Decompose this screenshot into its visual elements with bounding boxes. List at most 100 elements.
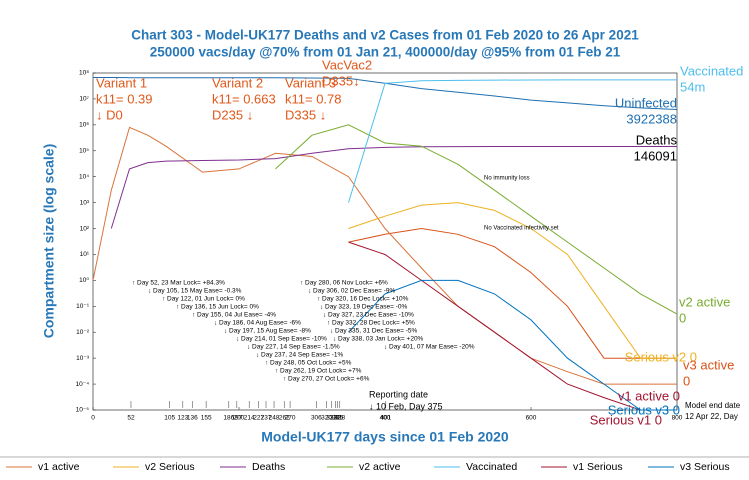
intervention-note: ↓ Day 105, 15 May Ease= -0.3% <box>148 288 242 295</box>
event-day-label: 237 <box>261 415 272 422</box>
variant-label: Variant 2 <box>212 75 263 90</box>
series-end-label: Vaccinated <box>680 63 743 78</box>
unlisted-line <box>93 77 678 110</box>
intervention-note: ↓ Day 327, 23 Dec Ease= -10% <box>323 312 414 319</box>
event-day-label: 227 <box>253 415 264 422</box>
x-tick-label: 0 <box>91 415 95 422</box>
intervention-note: ↑ Day 155, 04 Jul Ease= -4% <box>192 312 276 319</box>
variant-label: Variant 3 <box>285 75 336 90</box>
event-day-label: 248 <box>269 415 280 422</box>
event-day-label: 327 <box>326 415 337 422</box>
y-tick-label: 10⁻¹ <box>76 303 90 310</box>
intervention-note: ↑ Day 136, 15 Jun Lock= 0% <box>176 304 259 311</box>
event-day-label: 52 <box>127 415 135 422</box>
y-tick-label: 10⁷ <box>79 96 89 103</box>
event-day-label: 335 <box>332 415 343 422</box>
y-tick-label: 10⁻⁴ <box>76 381 90 388</box>
series-end-label: Deaths <box>636 132 678 147</box>
intervention-note: ↓ Day 186, 04 Aug Ease= -6% <box>214 320 301 327</box>
series-end-label: Uninfected <box>615 95 677 110</box>
series-end-label: Serious v1 0 <box>590 412 662 427</box>
series-end-label: v2 active <box>679 294 730 309</box>
reporting-date: Reporting date <box>369 389 428 399</box>
y-tick-label: 10⁻² <box>76 329 90 336</box>
variant-label: D335↓ <box>322 73 360 88</box>
event-day-label: 214 <box>244 415 255 422</box>
intervention-note: ↑ Day 122, 01 Jun Lock= 0% <box>162 296 245 303</box>
series-line <box>348 202 677 359</box>
y-tick-label: 10² <box>80 225 90 232</box>
legend-label: Vaccinated <box>466 461 517 473</box>
intervention-note: ↓ Day 237, 24 Sep Ease= -1% <box>256 352 343 359</box>
event-day-label: 155 <box>201 415 212 422</box>
intervention-note: ↓ Day 335, 31 Dec Ease= -5% <box>330 328 417 335</box>
y-tick-label: 10¹ <box>80 251 90 258</box>
intervention-note: ↓ Day 306, 02 Dec Ease= -9% <box>308 288 395 295</box>
y-tick-label: 10⁵ <box>79 147 89 154</box>
intervention-note: ↓ Day 323, 19 Dec Ease= -0% <box>320 304 407 311</box>
intervention-note: ↓ Day 214, 01 Sep Ease= -10% <box>236 336 327 343</box>
no-infectivity-note: No Vaccinated infectivity set <box>484 226 559 232</box>
y-tick-label: 10⁻⁵ <box>76 407 90 414</box>
intervention-note: ↓ Day 227, 14 Sep Ease= -1.5% <box>247 344 340 351</box>
legend-label: v3 Serious <box>680 461 730 473</box>
series-end-label: 3922388 <box>626 111 677 126</box>
legend-label: v1 active <box>38 461 80 473</box>
event-day-label: 270 <box>285 415 296 422</box>
series-line <box>92 126 677 385</box>
y-tick-label: 10⁰ <box>79 277 89 284</box>
series-line <box>275 124 678 315</box>
series-end-label: Serious v3 0 <box>608 402 680 417</box>
variant-label: D335 ↓ <box>285 107 326 122</box>
intervention-note: ↓ Day 338, 03 Jan Lock= +20% <box>333 336 424 343</box>
chart-title: Chart 303 - Model-UK177 Deaths and v2 Ca… <box>131 28 639 43</box>
legend-label: v1 Serious <box>573 461 623 473</box>
x-tick-label: 600 <box>526 415 537 422</box>
intervention-note: ↓ Day 401, 07 Mar Ease= -20% <box>384 344 475 351</box>
series-end-label: v1 active 0 <box>618 388 680 403</box>
event-day-label: 186 <box>223 415 234 422</box>
chart-subtitle: 250000 vacs/day @70% from 01 Jan 21, 400… <box>150 45 621 60</box>
variant-label: ↓ D0 <box>96 107 123 122</box>
event-day-label: 401 <box>380 415 391 422</box>
event-day-label: 136 <box>187 415 198 422</box>
variant-label: k11= 0.663 <box>212 91 276 106</box>
intervention-note: ↑ Day 270, 27 Oct Lock= +6% <box>283 376 370 383</box>
series-end-label: 146091 <box>634 148 677 163</box>
series-end-label: 12 Apr 22, Day <box>685 412 738 421</box>
variant-label: k11= 0.39 <box>96 91 153 106</box>
series-end-label: v3 active <box>683 357 734 372</box>
series-line <box>348 279 677 411</box>
series-end-label: Model end date <box>685 401 741 410</box>
intervention-note: ↑ Day 262, 19 Oct Lock= +7% <box>275 368 362 375</box>
y-tick-label: 10⁸ <box>79 70 89 77</box>
event-day-label: 123 <box>177 415 188 422</box>
intervention-note: ↑ Day 320, 16 Dec Lock= +10% <box>317 296 409 303</box>
intervention-note: ↓ Day 197, 15 Aug Ease= -8% <box>224 328 311 335</box>
intervention-note: ↑ Day 248, 05 Oct Lock= +5% <box>265 360 352 367</box>
y-tick-label: 10³ <box>80 199 90 206</box>
y-axis-label: Compartment size (log scale) <box>41 144 57 339</box>
event-day-label: 332 <box>330 415 341 422</box>
intervention-note: ↑ Day 332, 28 Dec Lock= +5% <box>327 320 415 327</box>
series-end-label: 0 <box>679 310 686 325</box>
legend-label: Deaths <box>252 461 285 473</box>
x-tick-label: 200 <box>234 415 245 422</box>
series-end-label: Serious v2 0 <box>625 349 697 364</box>
series-end-label: 0 <box>683 373 690 388</box>
event-day-label: 338 <box>334 415 345 422</box>
event-day-label: 105 <box>164 415 175 422</box>
x-axis-label: Model-UK177 days since 01 Feb 2020 <box>261 429 509 445</box>
series-line <box>110 146 677 229</box>
event-day-label: 306 <box>311 415 322 422</box>
variant-label: D235 ↓ <box>212 107 253 122</box>
variant-label: Variant 1 <box>96 75 147 90</box>
variant-label: k11= 0.78 <box>285 91 342 106</box>
y-tick-label: 10⁴ <box>79 173 89 180</box>
event-day-label: 197 <box>231 415 242 422</box>
intervention-note: ↑ Day 280, 06 Nov Lock= +6% <box>300 280 388 287</box>
series-line <box>348 79 677 203</box>
intervention-note: ↑ Day 52, 23 Mar Lock= +84.3% <box>132 280 225 287</box>
variant-label: VacVac2 <box>322 57 372 72</box>
y-tick-label: 10⁶ <box>79 122 89 129</box>
